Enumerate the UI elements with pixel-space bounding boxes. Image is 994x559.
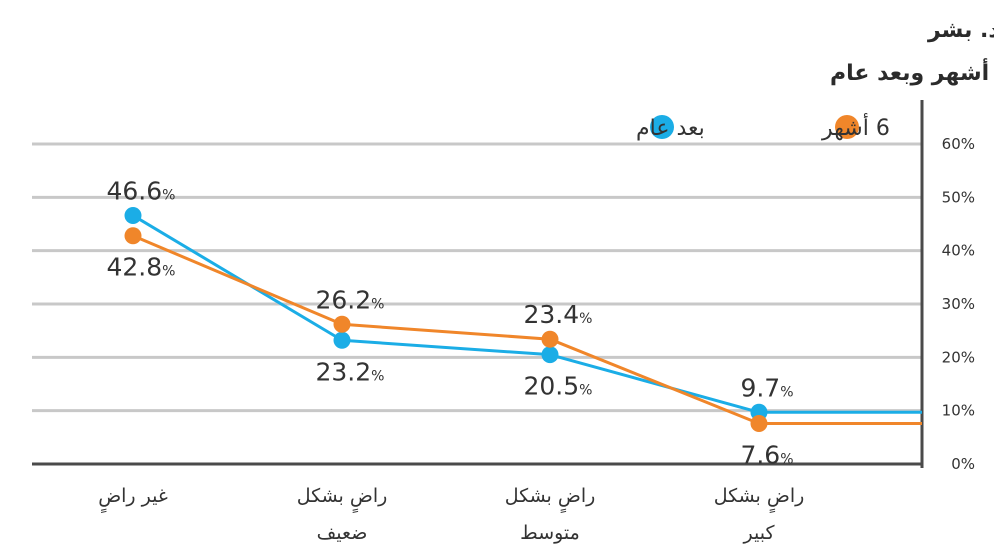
x-category-label: راضٍ بشكل (505, 485, 596, 513)
y-tick-label: 30% (942, 295, 975, 313)
x-category-label: راضٍ بشكل (714, 485, 805, 513)
x-category-label: متوسط (520, 522, 580, 544)
data-point-after-6-months (124, 227, 142, 245)
axis-layer: 0% 10% 20% 30% 40% 50% 60% غير راضٍ راضٍ بشكل ضعي… (32, 100, 975, 544)
y-tick-label: 10% (942, 402, 975, 420)
legend: 6 أشهر بعد عام (636, 113, 890, 141)
legend-label: بعد عام (636, 116, 705, 141)
legend-item-after-6-months: 6 أشهر (821, 113, 890, 141)
data-label: 26.2% (316, 285, 385, 314)
data-point-after-6-months (750, 414, 768, 432)
data-label: 46.6% (107, 176, 176, 205)
data-label: 7.6% (740, 440, 793, 469)
data-point-after-one-year (124, 206, 142, 224)
y-tick-label: 50% (942, 188, 975, 206)
data-label: 9.7% (740, 373, 793, 402)
grid-layer (32, 142, 922, 413)
data-label: 23.4% (524, 300, 593, 329)
y-tick-label: 40% (942, 242, 975, 260)
legend-marker (650, 115, 674, 139)
legend-label: 6 أشهر (821, 113, 890, 141)
chart-title-line-2: الخصاونة مع جائحة كورونا بعد 6 أشهر وبعد… (830, 57, 994, 86)
x-category-label: راضٍ بشكل (297, 485, 388, 513)
x-category-label: كبير (743, 522, 776, 544)
chart-title-line-1: الشكل رقم (16): مقارنة رضى الأُردنيين عن… (927, 8, 994, 43)
series-layer (124, 206, 922, 432)
x-category-label: ضعيف (317, 522, 368, 544)
data-label: 20.5% (524, 372, 593, 401)
data-label-layer: 46.6% 42.8% 23.2% 26.2% 20.5% 23.4% 9.7% 7.6% (107, 176, 794, 469)
y-tick-label: 0% (951, 455, 975, 473)
legend-item-after-one-year: بعد عام (636, 115, 705, 141)
data-label: 23.2% (316, 357, 385, 386)
data-point-after-one-year (541, 346, 559, 364)
data-point-after-one-year (333, 331, 351, 349)
data-label: 42.8% (107, 253, 176, 282)
y-tick-label: 60% (942, 135, 975, 153)
y-tick-label: 20% (942, 348, 975, 366)
data-point-after-6-months (541, 330, 559, 348)
data-point-after-6-months (333, 315, 351, 333)
legend-marker (835, 115, 859, 139)
x-category-label: غير راضٍ (98, 485, 168, 513)
